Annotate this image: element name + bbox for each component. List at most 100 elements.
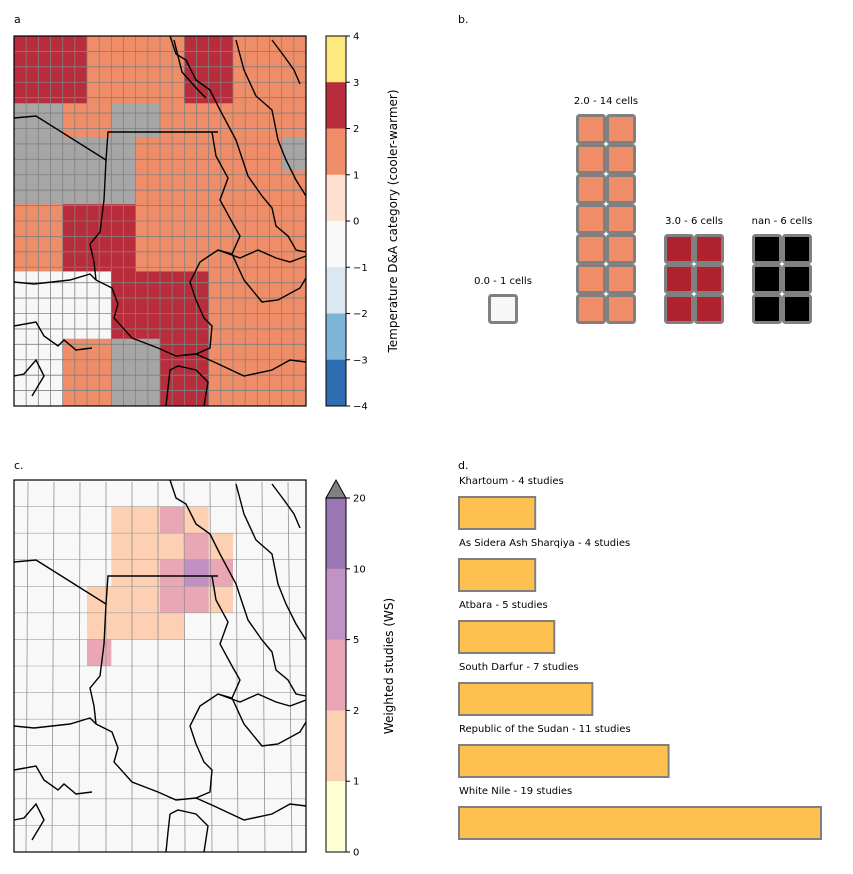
map-c-cell bbox=[111, 772, 137, 800]
colorbar-a-segment bbox=[326, 36, 346, 83]
waffle-cell bbox=[576, 114, 606, 144]
map-c-cell bbox=[233, 559, 258, 587]
map-c-cell bbox=[208, 772, 234, 800]
waffle-cell bbox=[576, 294, 606, 324]
map-c-cell bbox=[257, 533, 283, 561]
map-c-cell bbox=[111, 719, 137, 747]
waffle-cell bbox=[664, 234, 694, 264]
map-c-cell bbox=[281, 719, 307, 747]
colorbar-c-tick-label: 10 bbox=[353, 564, 366, 575]
waffle-group-label: 0.0 - 1 cells bbox=[474, 276, 532, 287]
map-c-cell bbox=[38, 719, 64, 747]
map-c-cell bbox=[208, 692, 234, 720]
map-c-cell bbox=[135, 506, 161, 534]
map-c-cell bbox=[87, 719, 112, 747]
colorbar-c-extend-arrow bbox=[325, 478, 347, 499]
bar-label: Republic of the Sudan - 11 studies bbox=[459, 724, 631, 735]
waffle-cell bbox=[576, 144, 606, 174]
map-c-cell bbox=[87, 666, 112, 694]
waffle-cell bbox=[606, 234, 636, 264]
map-c-cell bbox=[184, 586, 210, 614]
waffle-cell bbox=[782, 264, 812, 294]
map-c-cell bbox=[233, 825, 258, 853]
map-c-cell bbox=[281, 586, 307, 614]
panel-label-b: b. bbox=[458, 13, 468, 26]
map-c-cell bbox=[233, 772, 258, 800]
map-c-cell bbox=[160, 825, 185, 853]
colorbar-a-segment bbox=[326, 313, 346, 361]
waffle-cell bbox=[694, 234, 724, 264]
map-c-cell bbox=[281, 506, 307, 534]
bar-label: South Darfur - 7 studies bbox=[459, 662, 579, 673]
colorbar-c-segment bbox=[326, 568, 346, 641]
map-c-cell bbox=[38, 480, 64, 508]
map-c-cell bbox=[111, 798, 137, 826]
bar bbox=[458, 682, 594, 716]
waffle-cell bbox=[576, 264, 606, 294]
map-c-cell bbox=[14, 506, 39, 534]
bar-label: Khartoum - 4 studies bbox=[459, 476, 564, 487]
map-c-cell bbox=[87, 506, 112, 534]
country-borders-a bbox=[13, 35, 307, 407]
map-c-cell bbox=[233, 745, 258, 773]
map-c-cell bbox=[281, 666, 307, 694]
colorbar-c-label: Weighted studies (WS) bbox=[382, 598, 396, 734]
map-c-cell bbox=[160, 559, 185, 587]
colorbar-a-segment bbox=[326, 82, 346, 129]
map-c-cell bbox=[111, 506, 137, 534]
map-c-cell bbox=[38, 745, 64, 773]
panel-label-a: a bbox=[14, 13, 21, 26]
map-c-frame bbox=[13, 479, 307, 853]
map-c-cell bbox=[281, 692, 307, 720]
bar bbox=[458, 620, 556, 654]
map-c-cell bbox=[281, 825, 307, 853]
map-c-cell bbox=[87, 639, 112, 667]
map-c-cell bbox=[160, 719, 185, 747]
map-c-cell bbox=[62, 666, 88, 694]
map-c-cell bbox=[111, 586, 137, 614]
colorbar-a-tick-label: 2 bbox=[353, 124, 359, 135]
map-c-cell bbox=[160, 745, 185, 773]
map-c-cell bbox=[62, 506, 88, 534]
map-c-cell bbox=[257, 666, 283, 694]
map-c-cell bbox=[111, 559, 137, 587]
map-c-cell bbox=[38, 692, 64, 720]
waffle-cell bbox=[606, 264, 636, 294]
waffle-cell bbox=[576, 234, 606, 264]
map-c-cell bbox=[111, 480, 137, 508]
map-c-cell bbox=[160, 533, 185, 561]
map-c-cell bbox=[38, 825, 64, 853]
map-c-cell bbox=[184, 745, 210, 773]
waffle-group-label: 2.0 - 14 cells bbox=[574, 96, 638, 107]
map-c-cell bbox=[184, 639, 210, 667]
waffle-cell bbox=[694, 264, 724, 294]
map-c-cell bbox=[87, 533, 112, 561]
map-c-cell bbox=[135, 533, 161, 561]
map-c-cell bbox=[160, 612, 185, 640]
map-c-cell bbox=[62, 745, 88, 773]
bar bbox=[458, 496, 537, 530]
waffle-cell bbox=[752, 234, 782, 264]
bar bbox=[458, 806, 822, 840]
map-c-cell bbox=[38, 533, 64, 561]
map-c-cell bbox=[14, 666, 39, 694]
map-c-cell bbox=[135, 692, 161, 720]
colorbar-a-segment bbox=[326, 128, 346, 176]
colorbar-a-tick-label: −4 bbox=[353, 402, 368, 413]
colorbar-c-tick-label: 2 bbox=[353, 706, 359, 717]
map-c-cell bbox=[14, 639, 39, 667]
map-a-frame bbox=[13, 35, 307, 407]
map-c-cell bbox=[38, 586, 64, 614]
waffle-cell bbox=[606, 204, 636, 234]
waffle-cell bbox=[606, 174, 636, 204]
map-c-cell bbox=[184, 480, 210, 508]
bar bbox=[458, 558, 537, 592]
meridian-lines-c bbox=[25, 481, 293, 853]
colorbar-a-tick-label: −3 bbox=[353, 355, 368, 366]
waffle-group-label: 3.0 - 6 cells bbox=[665, 216, 723, 227]
map-c-cell bbox=[87, 480, 112, 508]
map-c-cell bbox=[184, 772, 210, 800]
map-c-cell bbox=[257, 639, 283, 667]
map-c-cell bbox=[233, 506, 258, 534]
bar-label: Atbara - 5 studies bbox=[459, 600, 548, 611]
